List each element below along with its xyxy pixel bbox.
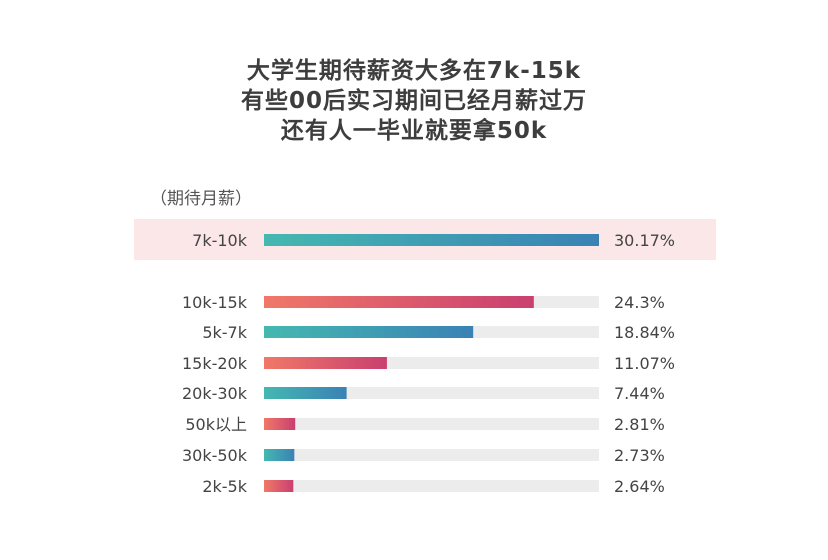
bar-4 — [264, 387, 347, 399]
bar-1 — [264, 296, 534, 308]
title-line-3: 还有人一毕业就要拿50k — [280, 118, 548, 144]
bar-3 — [264, 357, 387, 369]
title-line-2: 有些00后实习期间已经月薪过万 — [240, 88, 587, 114]
value-label-7: 2.64% — [614, 477, 665, 496]
category-label-1: 10k-15k — [182, 293, 248, 312]
category-label-5: 50k以上 — [185, 415, 247, 434]
bar-track-6 — [264, 449, 599, 461]
value-label-5: 2.81% — [614, 415, 665, 434]
bar-track-7 — [264, 480, 599, 492]
category-label-2: 5k-7k — [202, 323, 247, 342]
value-label-0: 30.17% — [614, 231, 675, 250]
value-label-1: 24.3% — [614, 293, 665, 312]
bar-7 — [264, 480, 294, 492]
unit-label: （期待月薪） — [150, 189, 252, 209]
bar-2 — [264, 326, 474, 338]
value-label-6: 2.73% — [614, 446, 665, 465]
value-label-3: 11.07% — [614, 354, 675, 373]
value-label-4: 7.44% — [614, 384, 665, 403]
bar-0 — [264, 234, 599, 246]
bar-5 — [264, 418, 296, 430]
bar-track-4 — [264, 387, 599, 399]
bar-track-5 — [264, 418, 599, 430]
category-label-3: 15k-20k — [182, 354, 248, 373]
category-label-0: 7k-10k — [192, 231, 248, 250]
title-line-1: 大学生期待薪资大多在7k-15k — [246, 58, 582, 84]
bar-6 — [264, 449, 295, 461]
value-label-2: 18.84% — [614, 323, 675, 342]
category-label-6: 30k-50k — [182, 446, 248, 465]
chart-title: 大学生期待薪资大多在7k-15k 有些00后实习期间已经月薪过万 还有人一毕业就… — [0, 56, 828, 146]
category-label-7: 2k-5k — [202, 477, 247, 496]
category-label-4: 20k-30k — [182, 384, 248, 403]
